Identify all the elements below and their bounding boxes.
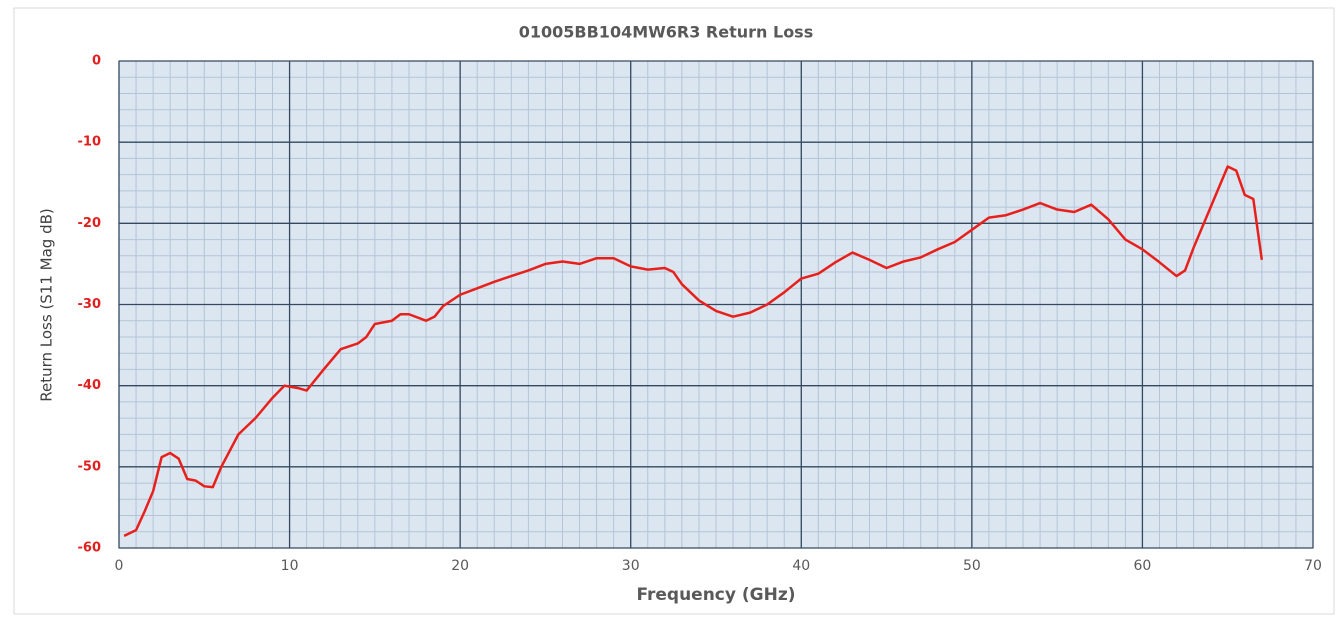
- y-tick-label: -30: [78, 297, 102, 312]
- x-axis-label: Frequency (GHz): [636, 585, 795, 605]
- y-tick-label: -20: [78, 216, 102, 231]
- x-tick-label: 30: [622, 558, 640, 574]
- x-tick-label: 50: [963, 558, 981, 574]
- x-tick-label: 70: [1304, 558, 1322, 574]
- x-tick-label: 20: [451, 558, 469, 574]
- plot-border: [118, 60, 1314, 549]
- y-tick-label: -50: [78, 459, 102, 474]
- y-tick-label: 0: [92, 54, 101, 69]
- x-tick-label: 60: [1134, 558, 1152, 574]
- x-tick-label: 10: [281, 558, 299, 574]
- x-tick-label: 40: [792, 558, 810, 574]
- y-tick-label: -40: [78, 378, 102, 393]
- y-tick-label: -60: [78, 541, 102, 556]
- data-line: [123, 165, 1264, 537]
- chart-title: 01005BB104MW6R3 Return Loss: [519, 23, 813, 42]
- y-axis-label: Return Loss (S11 Mag dB): [38, 208, 56, 402]
- y-tick-label: -10: [78, 135, 102, 150]
- x-tick-label: 0: [115, 558, 124, 574]
